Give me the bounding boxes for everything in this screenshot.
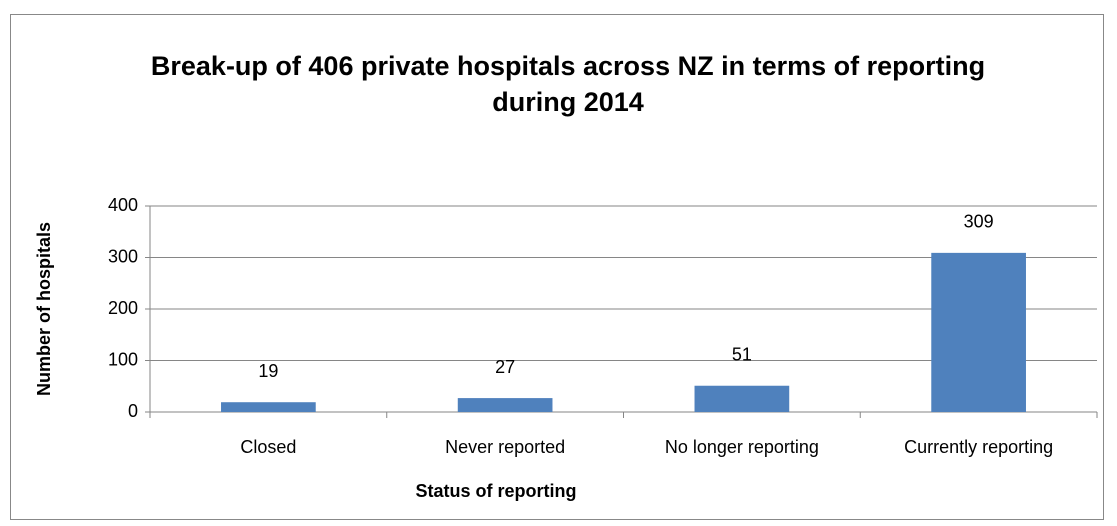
y-tick-label: 100 — [108, 349, 138, 369]
chart-frame — [10, 14, 1104, 520]
chart-title: Break-up of 406 private hospitals across… — [150, 51, 986, 117]
bar — [694, 385, 790, 412]
data-label: 19 — [258, 361, 278, 381]
y-axis-title: Number of hospitals — [34, 222, 54, 396]
data-label: 309 — [964, 212, 994, 232]
y-tick-label: 0 — [128, 401, 138, 421]
data-label: 51 — [732, 344, 752, 364]
bar — [221, 402, 316, 412]
x-axis-title: Status of reporting — [416, 481, 577, 501]
x-tick-label: Currently reporting — [904, 437, 1053, 457]
bar — [931, 252, 1026, 412]
x-tick-label: No longer reporting — [665, 437, 819, 457]
bar — [457, 398, 553, 412]
data-label: 27 — [495, 357, 515, 377]
x-tick-label: Closed — [240, 437, 296, 457]
x-tick-label: Never reported — [445, 437, 565, 457]
y-tick-label: 400 — [108, 195, 138, 215]
y-tick-label: 200 — [108, 298, 138, 318]
y-tick-label: 300 — [108, 246, 138, 266]
